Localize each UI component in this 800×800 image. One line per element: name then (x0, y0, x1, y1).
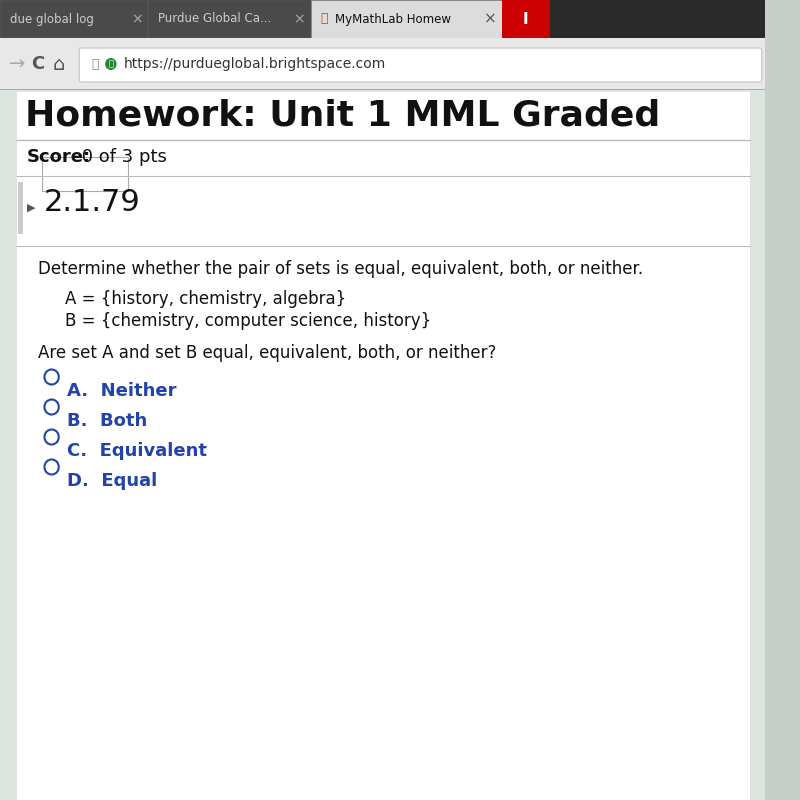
Bar (0, 90, 765, 800)
Bar (18, 182, 23, 234)
Text: https://purdueglobal.brightspace.com: https://purdueglobal.brightspace.com (124, 57, 386, 71)
Bar (502, 0, 550, 38)
Text: →: → (9, 54, 26, 74)
Circle shape (105, 58, 117, 70)
Text: ⌂: ⌂ (53, 54, 66, 74)
Text: A.  Neither: A. Neither (67, 382, 177, 400)
Bar (0, 0, 148, 38)
Text: D.  Equal: D. Equal (67, 472, 157, 490)
Text: 2.1.79: 2.1.79 (44, 188, 141, 217)
Bar (42, 157, 128, 191)
Text: Homework: Unit 1 MML Graded: Homework: Unit 1 MML Graded (25, 98, 660, 132)
Text: ▶: ▶ (26, 203, 35, 213)
Text: B.  Both: B. Both (67, 412, 147, 430)
Text: Purdue Global Ca...: Purdue Global Ca... (158, 13, 271, 26)
Text: B = {chemistry, computer science, history}: B = {chemistry, computer science, histor… (65, 312, 431, 330)
Text: due global log: due global log (10, 13, 94, 26)
Bar (0, 0, 765, 38)
Text: C: C (32, 55, 45, 73)
Text: C.  Equivalent: C. Equivalent (67, 442, 207, 460)
Text: MyMathLab Homew: MyMathLab Homew (335, 13, 451, 26)
Text: I: I (523, 11, 529, 26)
Text: ×: × (294, 12, 305, 26)
Text: ×: × (484, 11, 497, 26)
FancyBboxPatch shape (79, 48, 762, 82)
Text: Ⓑ: Ⓑ (320, 13, 328, 26)
Text: 0 of 3 pts: 0 of 3 pts (77, 148, 167, 166)
Text: Are set A and set B equal, equivalent, both, or neither?: Are set A and set B equal, equivalent, b… (38, 344, 497, 362)
Text: Score:: Score: (26, 148, 91, 166)
Text: Determine whether the pair of sets is equal, equivalent, both, or neither.: Determine whether the pair of sets is eq… (38, 260, 643, 278)
Bar (310, 0, 502, 38)
Text: 🔒: 🔒 (108, 59, 114, 69)
Bar (0, 89, 765, 90)
Text: ⓘ: ⓘ (92, 58, 99, 70)
Bar (148, 0, 310, 38)
Bar (0, 38, 765, 90)
Bar (18, 92, 750, 800)
Text: ×: × (131, 12, 142, 26)
Text: A = {history, chemistry, algebra}: A = {history, chemistry, algebra} (65, 290, 346, 308)
